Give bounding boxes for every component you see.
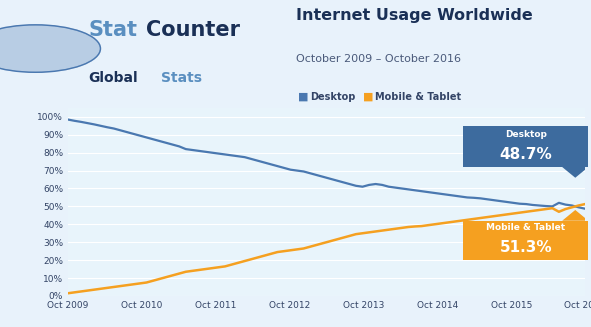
Circle shape — [0, 25, 100, 72]
Text: ■: ■ — [298, 92, 309, 102]
FancyBboxPatch shape — [463, 126, 589, 167]
Text: Desktop: Desktop — [310, 92, 356, 102]
Text: Mobile & Tablet: Mobile & Tablet — [486, 223, 566, 232]
Polygon shape — [562, 210, 589, 221]
Text: Stats: Stats — [161, 71, 202, 85]
Text: 48.7%: 48.7% — [499, 147, 552, 162]
FancyBboxPatch shape — [463, 221, 589, 260]
Text: Stat: Stat — [89, 20, 138, 40]
Text: 51.3%: 51.3% — [499, 240, 552, 255]
Polygon shape — [562, 167, 589, 178]
Text: Counter: Counter — [147, 20, 241, 40]
Text: Mobile & Tablet: Mobile & Tablet — [375, 92, 462, 102]
Text: October 2009 – October 2016: October 2009 – October 2016 — [296, 54, 460, 64]
Text: Desktop: Desktop — [505, 130, 547, 139]
Text: Internet Usage Worldwide: Internet Usage Worldwide — [296, 8, 532, 23]
Text: ■: ■ — [363, 92, 374, 102]
Text: Global: Global — [89, 71, 138, 85]
